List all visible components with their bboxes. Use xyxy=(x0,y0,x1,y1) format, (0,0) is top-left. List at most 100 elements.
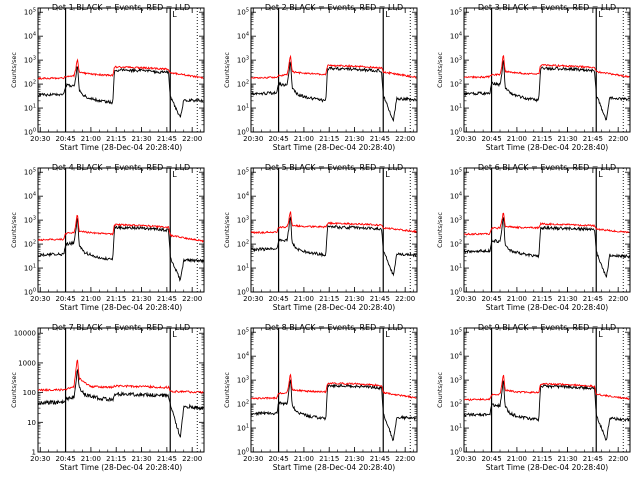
y-axis-label: Counts/sec xyxy=(436,52,444,88)
chart-title: Det 1 BLACK = Events, RED = LLD xyxy=(52,3,190,12)
y-tick-label: 103 xyxy=(24,56,36,65)
lld-series-line xyxy=(463,374,630,402)
y-tick-label: 104 xyxy=(24,192,36,201)
x-tick-label: 21:30 xyxy=(131,295,151,303)
y-tick-label: 102 xyxy=(24,240,36,249)
events-series-line xyxy=(250,215,417,277)
y-tick-label: 101 xyxy=(24,264,36,273)
detector-panel-3: Det 3 BLACK = Events, RED = LLD Counts/se… xyxy=(436,3,631,152)
lld-series-line xyxy=(37,359,204,394)
y-tick-label: 100 xyxy=(237,448,249,457)
x-tick-label: 21:15 xyxy=(106,295,126,303)
x-tick-label: 20:45 xyxy=(55,455,75,463)
x-tick-label: 21:45 xyxy=(157,135,177,143)
y-axis-label: Counts/sec xyxy=(223,52,231,88)
y-axis-label: Counts/sec xyxy=(436,372,444,408)
detector-panel-5: Det 5 BLACK = Events, RED = LLD Counts/se… xyxy=(223,163,418,312)
y-tick-label: 105 xyxy=(450,168,462,177)
chart-title: Det 2 BLACK = Events, RED = LLD xyxy=(265,3,403,12)
detector-panel-7: Det 7 BLACK = Events, RED = LLD Counts/se… xyxy=(10,323,205,472)
y-tick-label: 102 xyxy=(24,80,36,89)
x-tick-label: 20:45 xyxy=(55,295,75,303)
lld-series-line xyxy=(463,54,630,79)
y-tick-label: 100 xyxy=(237,288,249,297)
y-tick-label: 103 xyxy=(450,216,462,225)
x-tick-label: 21:45 xyxy=(370,455,390,463)
x-tick-label: 21:30 xyxy=(344,135,364,143)
chart-title: Det 9 BLACK = Events, RED = LLD xyxy=(478,323,616,332)
x-tick-label: 21:15 xyxy=(106,455,126,463)
lld-series-line xyxy=(250,373,417,400)
y-tick-label: 101 xyxy=(450,264,462,273)
marker-label: L xyxy=(385,170,390,179)
x-axis-label: Start Time (28-Dec-04 20:28:40) xyxy=(60,303,182,312)
events-series-line xyxy=(250,378,417,442)
y-tick-label: 103 xyxy=(24,216,36,225)
plot-frame xyxy=(463,167,631,293)
x-tick-label: 21:30 xyxy=(344,455,364,463)
y-tick-label: 101 xyxy=(450,424,462,433)
y-tick-label: 105 xyxy=(450,328,462,337)
x-tick-label: 21:15 xyxy=(106,135,126,143)
y-tick-label: 100 xyxy=(450,448,462,457)
events-series-line xyxy=(463,217,630,278)
x-tick-label: 21:15 xyxy=(319,455,339,463)
plot-frame xyxy=(250,167,418,293)
plot-frame xyxy=(463,327,631,453)
detector-panel-6: Det 6 BLACK = Events, RED = LLD Counts/se… xyxy=(436,163,631,312)
y-tick-label: 104 xyxy=(450,32,462,41)
events-series-line xyxy=(37,218,204,282)
chart-title: Det 6 BLACK = Events, RED = LLD xyxy=(478,163,616,172)
x-tick-label: 20:30 xyxy=(243,135,263,143)
y-tick-label: 1 xyxy=(32,449,36,457)
detector-panel-4: Det 4 BLACK = Events, RED = LLD Counts/se… xyxy=(10,163,205,312)
y-tick-label: 103 xyxy=(237,56,249,65)
x-tick-label: 20:30 xyxy=(243,455,263,463)
x-tick-label: 20:45 xyxy=(268,455,288,463)
y-tick-label: 100 xyxy=(24,128,36,137)
plot-frame xyxy=(37,7,205,133)
x-tick-label: 21:00 xyxy=(294,455,314,463)
x-tick-label: 20:30 xyxy=(456,135,476,143)
chart-title: Det 3 BLACK = Events, RED = LLD xyxy=(478,3,616,12)
chart-title: Det 5 BLACK = Events, RED = LLD xyxy=(265,163,403,172)
events-series-line xyxy=(463,59,630,121)
x-tick-label: 21:15 xyxy=(532,135,552,143)
x-axis-label: Start Time (28-Dec-04 20:28:40) xyxy=(486,463,608,472)
plot-frame xyxy=(463,7,631,133)
y-tick-label: 104 xyxy=(450,192,462,201)
y-tick-label: 101 xyxy=(237,424,249,433)
events-series-line xyxy=(37,368,204,438)
lld-series-line xyxy=(250,54,417,80)
y-tick-label: 100 xyxy=(450,128,462,137)
detector-panel-8: Det 8 BLACK = Events, RED = LLD Counts/se… xyxy=(223,323,418,472)
x-tick-label: 22:00 xyxy=(395,295,415,303)
x-tick-label: 20:45 xyxy=(268,135,288,143)
x-tick-label: 21:30 xyxy=(557,295,577,303)
y-tick-label: 105 xyxy=(237,8,249,17)
events-series-line xyxy=(37,66,204,118)
y-tick-label: 102 xyxy=(450,240,462,249)
x-tick-label: 21:00 xyxy=(507,455,527,463)
y-tick-label: 10000 xyxy=(14,330,36,338)
x-tick-label: 21:15 xyxy=(532,295,552,303)
plot-frame xyxy=(250,327,418,453)
detector-panel-9: Det 9 BLACK = Events, RED = LLD Counts/se… xyxy=(436,323,631,472)
y-tick-label: 102 xyxy=(450,80,462,89)
plot-frame xyxy=(250,7,418,133)
x-axis-label: Start Time (28-Dec-04 20:28:40) xyxy=(486,303,608,312)
x-tick-label: 21:15 xyxy=(319,295,339,303)
chart-title: Det 8 BLACK = Events, RED = LLD xyxy=(265,323,403,332)
y-tick-label: 100 xyxy=(237,128,249,137)
x-tick-label: 22:00 xyxy=(182,135,202,143)
y-tick-label: 102 xyxy=(237,80,249,89)
y-axis-label: Counts/sec xyxy=(10,212,18,248)
x-axis-label: Start Time (28-Dec-04 20:28:40) xyxy=(60,463,182,472)
y-tick-label: 104 xyxy=(237,32,249,41)
marker-label: L xyxy=(172,170,177,179)
x-tick-label: 21:45 xyxy=(157,455,177,463)
y-tick-label: 100 xyxy=(450,288,462,297)
x-tick-label: 20:30 xyxy=(30,135,50,143)
x-tick-label: 21:00 xyxy=(81,295,101,303)
